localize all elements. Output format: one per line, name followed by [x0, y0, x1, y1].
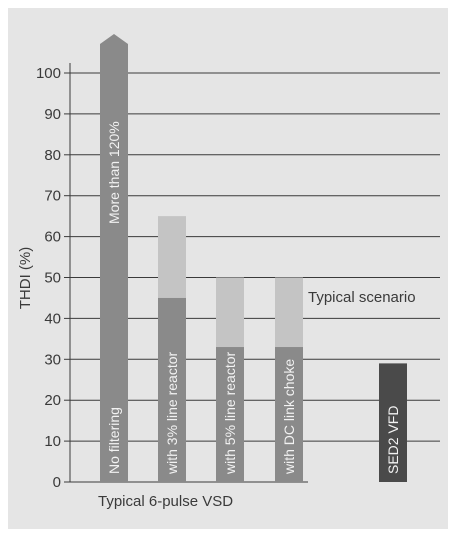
y-tick-label: 30 — [44, 351, 61, 368]
bar-label: with 3% line reactor — [164, 351, 180, 475]
bar-base — [158, 297, 186, 482]
chart-panel: 0 10 20 30 40 50 60 70 80 90 100 No filtering More … — [8, 8, 448, 529]
y-tick-label: 70 — [44, 188, 61, 205]
bar-label: with 5% line reactor — [222, 351, 238, 475]
bar-upper-range — [158, 216, 186, 298]
y-tick-label: 20 — [44, 392, 61, 409]
bars — [100, 34, 407, 482]
bar-base — [275, 347, 303, 482]
y-axis: 0 10 20 30 40 50 60 70 80 90 100 — [36, 63, 71, 491]
bar-labels: No filtering More than 120% with 3% line r… — [106, 121, 401, 475]
y-axis-title: THDI (%) — [17, 247, 34, 310]
ref-label-bg — [306, 287, 434, 306]
bar-label: SED2 VFD — [385, 406, 401, 474]
x-axis-title: Typical 6-pulse VSD — [98, 493, 233, 510]
y-tick-label: 100 — [36, 65, 61, 82]
y-tick-label: 40 — [44, 310, 61, 327]
y-tick-label: 10 — [44, 433, 61, 450]
bar-upper-range — [275, 277, 303, 348]
bar-base — [379, 363, 407, 482]
typical-scenario-label: Typical scenario — [308, 289, 416, 306]
bar-note: More than 120% — [106, 121, 122, 224]
gridlines — [70, 72, 440, 483]
thdi-bar-chart: 0 10 20 30 40 50 60 70 80 90 100 No filtering More … — [17, 34, 440, 510]
bar-base — [216, 347, 244, 482]
y-tick-label: 0 — [53, 474, 61, 491]
y-tick-label: 80 — [44, 147, 61, 164]
y-tick-label: 90 — [44, 106, 61, 123]
y-tick-label: 50 — [44, 270, 61, 287]
bar-label: with DC link choke — [281, 359, 297, 475]
bar-no-filtering — [100, 34, 128, 482]
bar-upper-range — [216, 277, 244, 348]
bar-label: No filtering — [106, 407, 122, 474]
y-tick-label: 60 — [44, 229, 61, 246]
